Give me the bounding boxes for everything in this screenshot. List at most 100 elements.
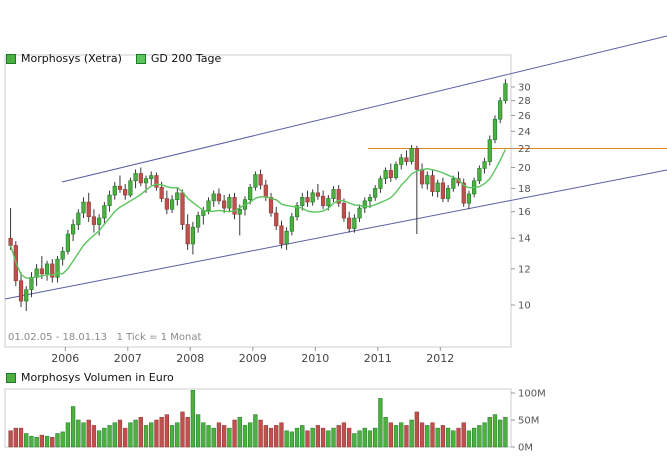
candle-body [268, 197, 274, 214]
x-year-label: 2007 [114, 352, 142, 365]
candle-body [300, 197, 305, 206]
volume-bar [70, 406, 76, 448]
candle-body [498, 100, 503, 120]
candle-body [190, 226, 195, 245]
legend-item-morphosys: Morphosys (Xetra) [6, 52, 122, 65]
candle-body [216, 193, 222, 202]
candle-body [164, 198, 169, 210]
volume-bar [477, 425, 482, 448]
candle-body [149, 175, 154, 179]
candle-body [60, 251, 65, 260]
candle-body [18, 280, 24, 302]
candle-body [367, 197, 373, 202]
candle-body [487, 139, 492, 162]
candle-body [97, 217, 102, 225]
candle-body [414, 148, 419, 170]
candle-body [24, 289, 29, 302]
volume-bar [393, 425, 399, 448]
candle-body [237, 208, 242, 215]
candle-body [310, 192, 315, 203]
volume-bar [461, 422, 466, 448]
volume-bar [128, 422, 133, 448]
volume-bar [346, 427, 352, 448]
candle-body [123, 189, 128, 196]
candle-body [71, 224, 76, 235]
candle-body [112, 185, 117, 196]
candle-body [451, 178, 456, 189]
candle-body [128, 180, 133, 196]
volume-bar [34, 437, 39, 448]
volume-series-label: Morphosys Volumen in Euro [21, 371, 174, 384]
volume-bar [357, 430, 362, 448]
volume-bar [29, 435, 34, 448]
candle-body [50, 263, 55, 278]
volume-bar [138, 417, 143, 448]
volume-bar [221, 425, 227, 448]
volume-bar [169, 425, 175, 448]
trend-channel-upper-line [61, 35, 667, 183]
candle-body [34, 268, 39, 278]
volume-bar [320, 427, 326, 448]
candle-body [435, 182, 440, 192]
price-y-tick-label: 14 [518, 234, 531, 245]
x-year-label: 2009 [239, 352, 267, 365]
gd200-series-label: GD 200 Tage [150, 52, 222, 65]
candle-body [279, 225, 284, 245]
price-y-tick-label: 10 [518, 301, 531, 312]
volume-bar [503, 417, 508, 448]
volume-bar [440, 425, 446, 448]
volume-bar [367, 430, 373, 448]
candle-body [175, 192, 180, 201]
volume-bar [65, 422, 71, 448]
candle-body [425, 175, 430, 185]
volume-bar [310, 427, 315, 448]
volume-plot-border [4, 388, 512, 448]
volume-bar [24, 433, 29, 448]
candle-body [143, 178, 149, 184]
candle-body [102, 205, 107, 219]
candle-body [399, 157, 404, 165]
volume-series-marker [6, 372, 16, 383]
candle-body [461, 182, 466, 204]
candle-body [138, 173, 143, 184]
volume-bar [409, 419, 414, 448]
volume-bar [91, 425, 97, 448]
volume-bar [76, 419, 81, 448]
x-year-label: 2008 [176, 352, 204, 365]
candle-body [388, 170, 393, 178]
price-plot-border [4, 54, 512, 348]
price-y-tick-label: 20 [518, 163, 531, 174]
candle-body [91, 216, 97, 225]
candle-body [352, 217, 357, 229]
volume-bar [487, 417, 492, 448]
gd200-series-marker [135, 53, 146, 64]
price-y-tick-label: 30 [518, 83, 531, 94]
volume-bar [190, 390, 196, 448]
price-y-tick-label: 18 [518, 184, 531, 195]
volume-bar [216, 422, 222, 448]
candle-body [55, 258, 60, 278]
volume-bar [96, 430, 102, 448]
candle-body [383, 170, 388, 179]
volume-bar [331, 427, 336, 448]
volume-bar [268, 427, 274, 448]
volume-bar [107, 425, 112, 448]
candle-body [185, 224, 190, 245]
volume-bar [201, 422, 206, 448]
volume-bar [86, 419, 91, 448]
volume-legend: Morphosys Volumen in Euro [6, 371, 188, 384]
volume-bar [362, 427, 367, 448]
volume-bar [435, 427, 440, 448]
volume-bar [471, 427, 477, 448]
candle-body [294, 205, 300, 218]
candle-body [29, 276, 34, 291]
candle-body [482, 161, 487, 169]
volume-bar [143, 425, 149, 448]
volume-bar [373, 427, 378, 448]
trend-channel-lower-line [4, 169, 667, 300]
volume-bar [451, 430, 456, 448]
volume-bar [419, 422, 425, 448]
volume-bar [482, 422, 487, 448]
price-y-tick-label: 12 [518, 264, 531, 275]
candle-body [284, 230, 289, 245]
